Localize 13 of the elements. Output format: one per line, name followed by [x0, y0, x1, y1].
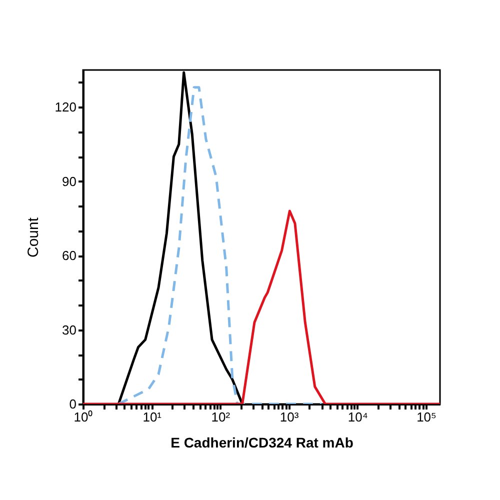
- x-tick-label: 10⁵: [416, 410, 436, 424]
- y-tick-label: 60: [62, 248, 76, 264]
- x-tick-label: 10²: [211, 410, 231, 424]
- x-tick-label: 10⁰: [74, 410, 94, 424]
- y-tick-label: 120: [54, 100, 76, 115]
- y-tick-label: 90: [62, 174, 76, 189]
- x-tick-label: 10³: [280, 410, 300, 424]
- x-tick-label: 10⁴: [348, 410, 368, 424]
- y-tick-label: 0: [69, 396, 76, 412]
- x-tick-label: 10¹: [142, 410, 162, 424]
- y-tick-label: 30: [62, 322, 76, 338]
- x-axis-title: E Cadherin/CD324 Rat mAb: [170, 434, 354, 450]
- y-axis-title: Count: [24, 216, 42, 258]
